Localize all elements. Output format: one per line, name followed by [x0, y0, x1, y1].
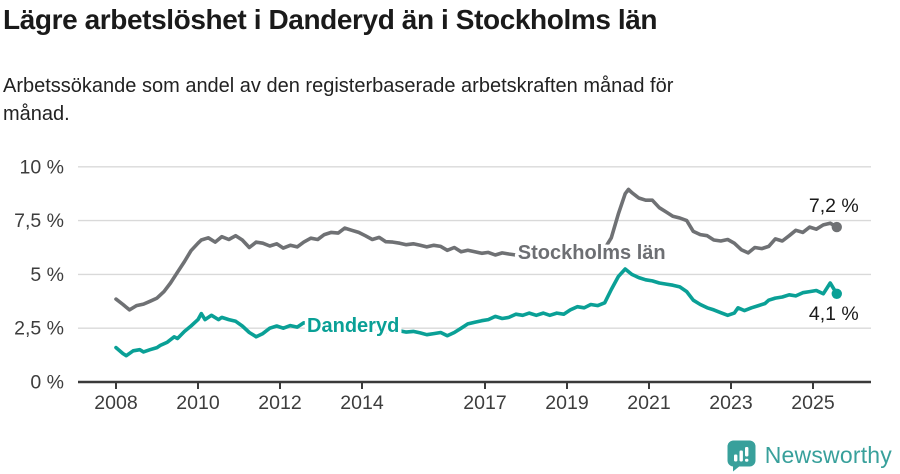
- chart-subtitle: Arbetssökande som andel av den registerb…: [3, 72, 863, 129]
- series-label: Danderyd: [307, 315, 399, 337]
- subtitle-line-1: Arbetssökande som andel av den registerb…: [3, 75, 674, 97]
- newsworthy-logo-icon: [727, 440, 756, 471]
- series-label-halo: Stockholms län: [518, 242, 666, 264]
- x-axis-label: 2014: [340, 392, 384, 414]
- series-end-dot: [831, 221, 842, 233]
- x-axis-label: 2017: [463, 392, 506, 414]
- brand-footer: Newsworthy: [726, 438, 892, 472]
- series-end-value-label: 7,2 %: [809, 195, 859, 217]
- y-axis-label: 2,5 %: [14, 318, 64, 340]
- series-line-danderyd: [114, 267, 839, 358]
- x-axis-label: 2019: [545, 392, 588, 414]
- series-label-halo: Danderyd: [307, 315, 399, 337]
- x-axis-label: 2021: [627, 392, 670, 414]
- x-axis-label: 2012: [258, 392, 301, 414]
- series-line-stockholms-l-n: [114, 187, 839, 312]
- brand-name: Newsworthy: [764, 441, 892, 468]
- y-axis-label: 7,5 %: [14, 210, 64, 232]
- y-axis-label: 5 %: [30, 264, 64, 286]
- x-axis-label: 2010: [176, 392, 220, 414]
- series-label: Stockholms län: [518, 242, 666, 264]
- x-axis-label: 2008: [94, 392, 137, 414]
- series-end-dot: [831, 288, 842, 299]
- unemployment-line-chart: 0 % 2,5 % 5 % 7,5 % 10 % 2008 2010 2012 2014 2017…: [14, 156, 871, 414]
- subtitle-line-2: månad.: [3, 103, 70, 126]
- y-axis-label: 10 %: [20, 156, 64, 178]
- y-axis-label: 0 %: [30, 372, 64, 394]
- page-title: Lägre arbetslöshet i Danderyd än i Stock…: [3, 4, 658, 35]
- x-axis-label: 2025: [791, 392, 835, 414]
- series-end-value-label: 4,1 %: [809, 303, 859, 325]
- x-axis-label: 2023: [709, 392, 752, 414]
